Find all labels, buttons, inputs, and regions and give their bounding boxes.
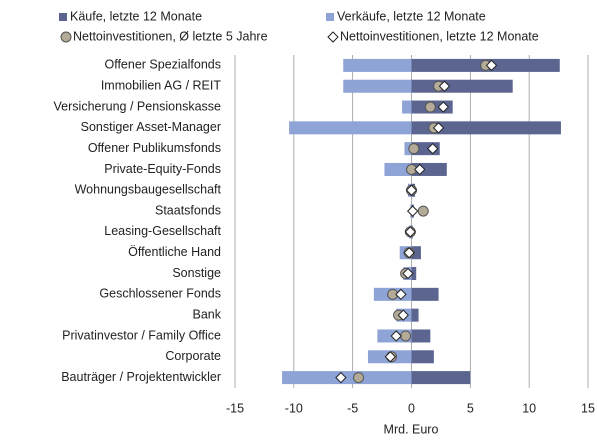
- point: [437, 101, 449, 113]
- point: [432, 122, 445, 134]
- point: [384, 351, 397, 363]
- y-tick-label: Offener Spezialfonds: [104, 58, 221, 72]
- bar: [411, 121, 561, 135]
- y-tick-label: Bank: [193, 307, 222, 321]
- legend-swatch: [326, 13, 334, 21]
- legend-label: Käufe, letzte 12 Monate: [70, 9, 202, 23]
- y-tick-label: Versicherung / Pensionskasse: [54, 99, 222, 113]
- bar: [411, 79, 513, 93]
- point: [424, 101, 436, 113]
- y-tick-label: Privatinvestor / Family Office: [62, 328, 221, 342]
- legend-swatch: [60, 31, 72, 43]
- x-tick-label: -10: [285, 401, 303, 415]
- bar: [402, 100, 412, 114]
- y-tick-label: Corporate: [165, 349, 221, 363]
- point: [395, 288, 407, 301]
- point: [390, 330, 402, 342]
- bar: [411, 329, 431, 343]
- point: [408, 143, 420, 155]
- y-tick-label: Leasing-Gesellschaft: [104, 224, 221, 238]
- y-tick-label: Private-Equity-Fonds: [104, 162, 221, 176]
- x-tick-label: 5: [467, 401, 474, 415]
- y-tick-label: Wohnungsbaugesellschaft: [75, 183, 222, 197]
- x-tick-label: -15: [226, 401, 244, 415]
- bar: [411, 308, 419, 322]
- point: [353, 372, 365, 384]
- x-tick-label: 15: [581, 401, 595, 415]
- legend-label: Verkäufe, letzte 12 Monate: [337, 9, 486, 23]
- bar: [384, 162, 412, 176]
- x-tick-label: -5: [347, 401, 358, 415]
- point: [400, 330, 412, 342]
- point: [402, 267, 414, 280]
- bar: [411, 371, 471, 385]
- bar: [404, 142, 412, 156]
- bar: [411, 287, 439, 301]
- y-tick-label: Öffentliche Hand: [128, 245, 221, 259]
- legend-swatch: [327, 31, 339, 43]
- legend-swatch: [59, 13, 67, 21]
- x-tick-label: 0: [408, 401, 415, 415]
- point: [335, 371, 347, 384]
- point: [426, 142, 439, 155]
- bar: [289, 121, 412, 135]
- bar: [411, 350, 434, 364]
- y-tick-label: Bauträger / Projektentwickler: [61, 370, 221, 384]
- point: [404, 226, 417, 238]
- bar: [343, 58, 412, 72]
- bar: [282, 371, 412, 385]
- point: [417, 205, 429, 217]
- point: [397, 309, 409, 321]
- x-axis-label: Mrd. Euro: [384, 422, 439, 436]
- legend-label: Nettoinvestitionen, Ø letzte 5 Jahre: [73, 29, 268, 43]
- legend-label: Nettoinvestitionen, letzte 12 Monate: [340, 29, 539, 43]
- y-tick-label: Offener Publikumsfonds: [88, 141, 221, 155]
- point: [405, 184, 418, 196]
- bar: [343, 79, 412, 93]
- point: [414, 163, 426, 176]
- y-tick-label: Immobilien AG / REIT: [101, 79, 222, 93]
- y-tick-label: Staatsfonds: [155, 203, 221, 217]
- y-tick-label: Sonstige: [172, 266, 221, 280]
- point: [406, 205, 419, 217]
- y-tick-label: Geschlossener Fonds: [99, 287, 221, 301]
- bar: [411, 267, 417, 281]
- x-tick-label: 10: [522, 401, 536, 415]
- bar: [411, 246, 421, 260]
- y-tick-label: Sonstiger Asset-Manager: [81, 120, 221, 134]
- point: [403, 247, 415, 259]
- point: [438, 80, 451, 92]
- point: [485, 59, 498, 72]
